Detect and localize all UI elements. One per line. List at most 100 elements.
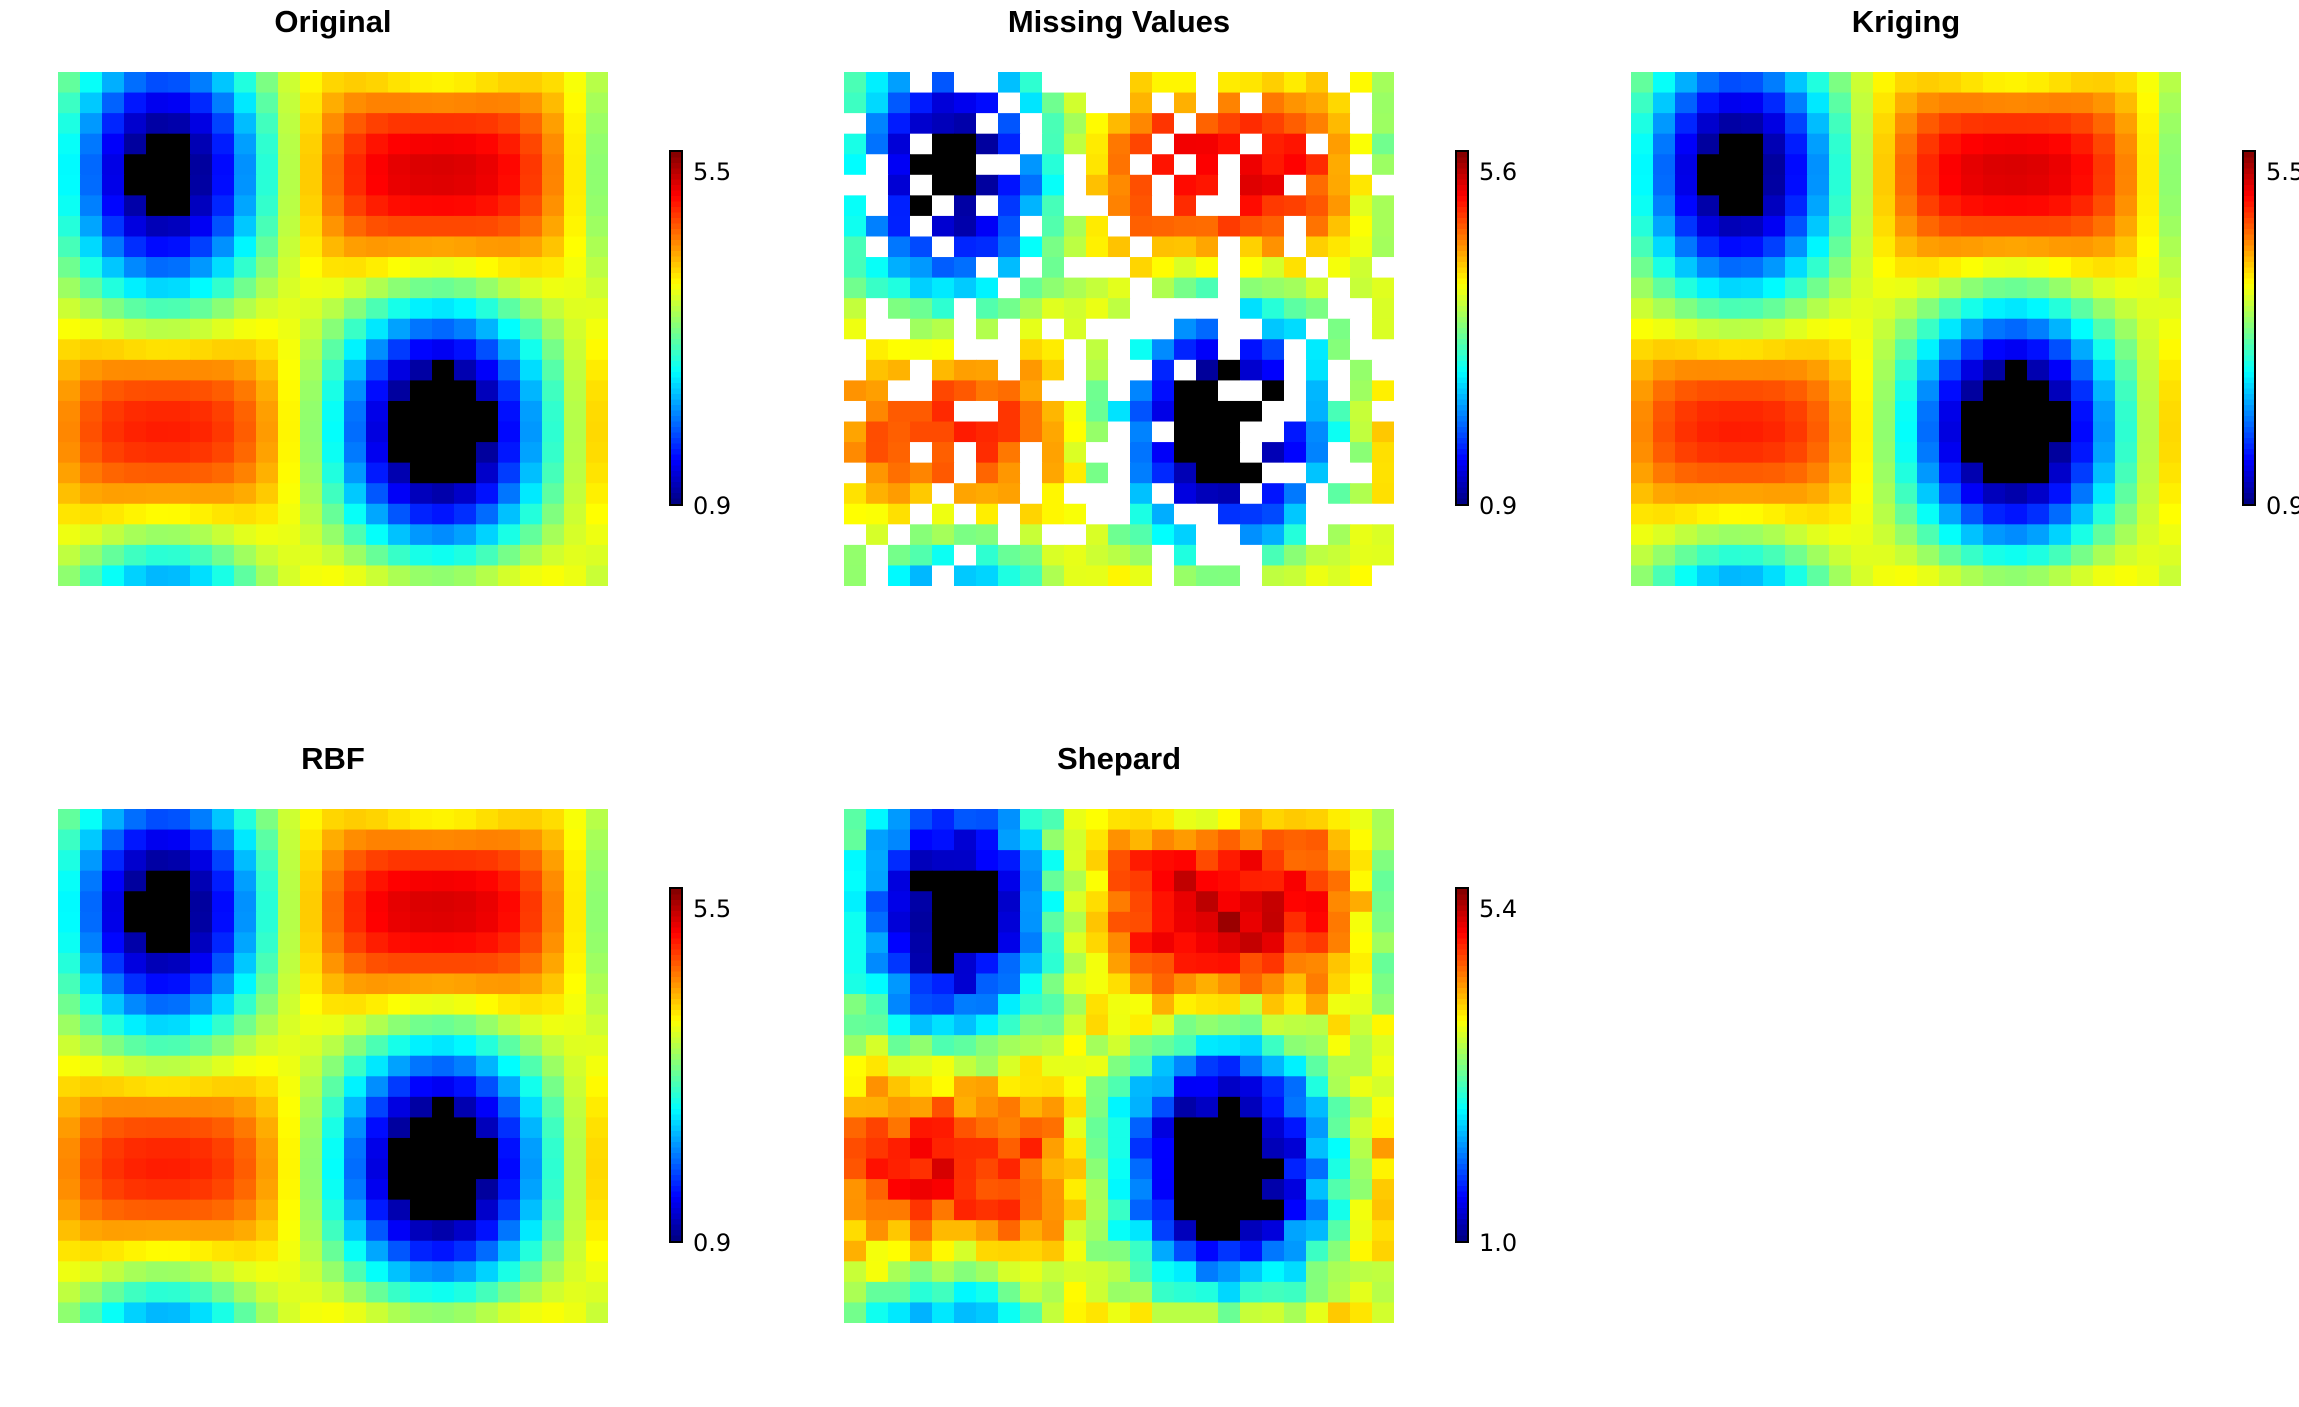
heatmap-cell xyxy=(1675,380,1698,402)
colorbar-max-label: 5.5 xyxy=(693,895,732,923)
heatmap-cell-missing xyxy=(888,318,911,340)
heatmap-cell xyxy=(146,359,169,381)
heatmap-cell xyxy=(1372,1158,1394,1180)
heatmap-cell xyxy=(212,483,235,505)
heatmap-cell xyxy=(102,462,125,484)
heatmap-cell xyxy=(2159,380,2181,402)
colorbar-step xyxy=(2244,361,2254,368)
heatmap-cell xyxy=(1939,359,1962,381)
heatmap-cell xyxy=(2005,154,2028,176)
heatmap-cell xyxy=(124,236,147,258)
heatmap-cell xyxy=(388,483,411,505)
heatmap-cell xyxy=(1350,994,1373,1016)
heatmap-cell xyxy=(212,421,235,443)
heatmap-cell xyxy=(1218,891,1241,913)
heatmap-cell xyxy=(586,1179,608,1201)
colorbar-step xyxy=(1457,460,1467,467)
heatmap-cell xyxy=(168,1035,191,1057)
heatmap-cell xyxy=(1086,870,1109,892)
heatmap-cell xyxy=(1741,133,1764,155)
heatmap-cell xyxy=(190,113,213,135)
heatmap-cell xyxy=(2027,113,2050,135)
heatmap-cell xyxy=(542,318,565,340)
heatmap-cell xyxy=(498,1117,521,1139)
colorbar-step xyxy=(1457,1197,1467,1204)
heatmap-cell xyxy=(124,1220,147,1242)
heatmap-cell xyxy=(190,421,213,443)
heatmap-cell xyxy=(1064,1035,1087,1057)
heatmap-cell xyxy=(1763,503,1786,525)
heatmap-cell xyxy=(954,1035,977,1057)
heatmap-cell xyxy=(366,503,389,525)
heatmap-cell xyxy=(1020,298,1043,320)
heatmap-cell xyxy=(300,932,323,954)
heatmap-cell xyxy=(212,1035,235,1057)
heatmap-cell xyxy=(1042,462,1065,484)
colorbar-step xyxy=(671,344,681,352)
heatmap-cell xyxy=(1196,973,1219,995)
heatmap-cell xyxy=(1328,1302,1351,1323)
heatmap-cell xyxy=(1653,257,1676,279)
heatmap-cell xyxy=(102,1035,125,1057)
colorbar-step xyxy=(1457,355,1467,363)
heatmap-cell xyxy=(476,483,499,505)
heatmap-cell xyxy=(1064,1137,1087,1160)
heatmap-cell xyxy=(1675,503,1698,525)
heatmap-cell xyxy=(2005,565,2028,586)
heatmap-cell xyxy=(1284,911,1307,933)
heatmap-cell xyxy=(476,1035,499,1057)
heatmap-cell xyxy=(1829,277,1852,299)
heatmap-cell xyxy=(1350,1158,1373,1180)
heatmap-cell xyxy=(564,359,587,381)
heatmap-cell xyxy=(366,442,389,464)
heatmap-cell xyxy=(1086,932,1109,954)
heatmap-cell xyxy=(2049,72,2072,94)
heatmap-cell xyxy=(2137,92,2160,114)
heatmap-cell xyxy=(888,257,911,279)
heatmap-cell xyxy=(1262,1261,1285,1283)
heatmap-cell xyxy=(58,298,81,320)
heatmap-cell xyxy=(1042,1096,1065,1118)
colorbar-step xyxy=(1457,1147,1467,1155)
heatmap-cell xyxy=(322,257,345,279)
heatmap-cell xyxy=(1372,932,1394,954)
heatmap-cell xyxy=(234,1117,257,1139)
heatmap-cell xyxy=(1218,1261,1241,1283)
heatmap-cell xyxy=(954,236,977,258)
heatmap-cell xyxy=(2027,483,2050,505)
heatmap-cell xyxy=(954,1055,977,1077)
heatmap-cell xyxy=(300,1281,323,1304)
heatmap-cell xyxy=(1917,359,1940,381)
heatmap-cell xyxy=(476,195,499,217)
heatmap-cell xyxy=(212,1014,235,1036)
heatmap-cell xyxy=(888,1117,911,1139)
colorbar-max-label: 5.5 xyxy=(693,158,732,186)
heatmap-cell xyxy=(410,829,433,851)
heatmap-cell xyxy=(476,1137,499,1160)
heatmap-cell xyxy=(1939,380,1962,402)
heatmap-cell xyxy=(234,195,257,217)
heatmap-cell xyxy=(1152,994,1175,1016)
heatmap-cell xyxy=(432,544,455,567)
heatmap-cell xyxy=(58,870,81,892)
heatmap-cell xyxy=(1785,195,1808,217)
heatmap-cell xyxy=(910,952,933,975)
heatmap-cell xyxy=(476,932,499,954)
colorbar-step xyxy=(2244,311,2254,319)
heatmap-cell xyxy=(542,994,565,1016)
heatmap-cell xyxy=(976,380,999,402)
heatmap-cell xyxy=(1939,133,1962,155)
heatmap-cell xyxy=(542,1014,565,1036)
heatmap-cell xyxy=(1829,483,1852,505)
heatmap-cell xyxy=(256,1055,279,1077)
heatmap-cell xyxy=(1240,174,1263,196)
heatmap-cell xyxy=(102,400,125,423)
heatmap-cell-missing xyxy=(1284,462,1307,484)
heatmap-cell xyxy=(1917,544,1940,567)
heatmap-cell xyxy=(146,1096,169,1118)
heatmap-cell xyxy=(278,133,301,155)
heatmap-cell xyxy=(932,1096,955,1118)
heatmap-cell xyxy=(168,870,191,892)
heatmap-cell xyxy=(932,133,955,155)
heatmap-cell xyxy=(1961,544,1984,567)
